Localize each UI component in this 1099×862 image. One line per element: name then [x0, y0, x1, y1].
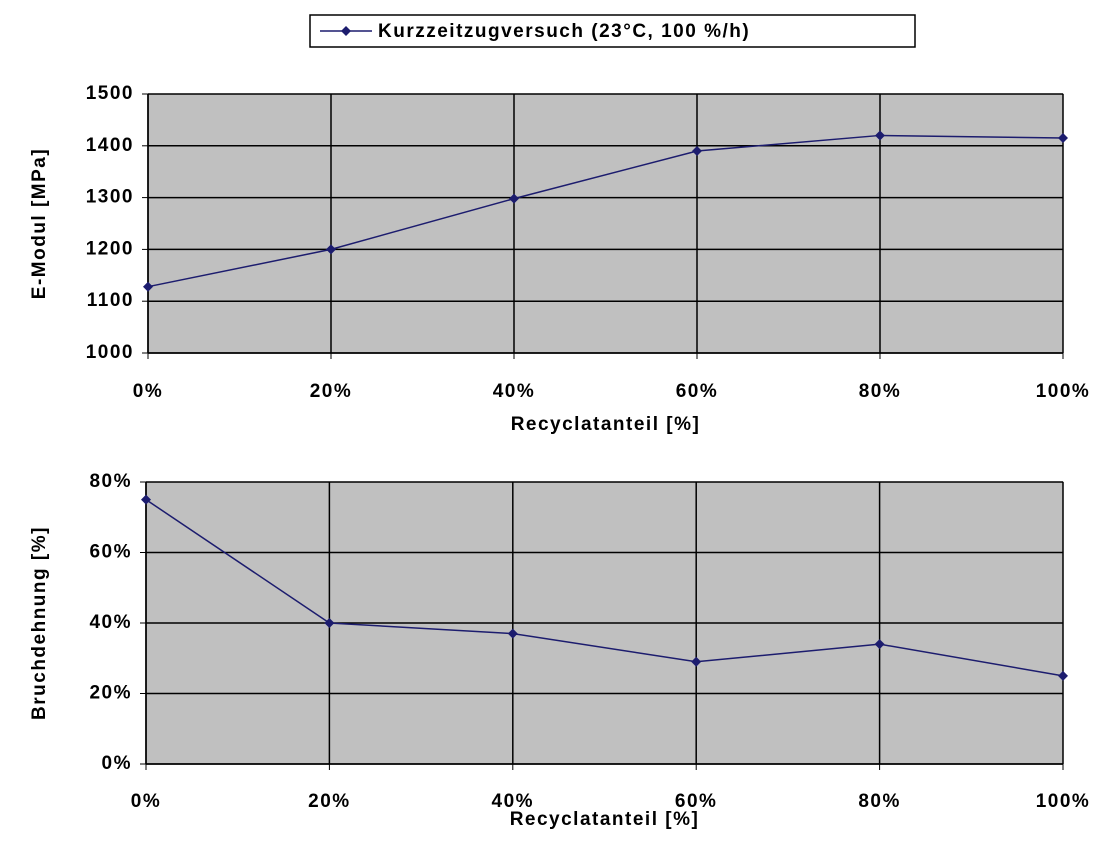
y-axis-label: Bruchdehnung [%]: [29, 526, 50, 720]
legend-marker: [341, 26, 351, 36]
x-tick-label: 100%: [1036, 381, 1091, 402]
x-tick-label: 100%: [1036, 791, 1091, 812]
x-axis-label: Recyclatanteil [%]: [510, 809, 700, 830]
series-line: [147, 134, 1064, 288]
x-tick-label: 60%: [675, 791, 718, 812]
y-tick-label: 80%: [89, 471, 132, 492]
y-tick-label: 1200: [86, 238, 134, 259]
x-tick-label: 40%: [493, 381, 536, 402]
x-tick-label: 0%: [133, 381, 163, 402]
y-tick-label: 1400: [86, 135, 134, 156]
marker: [692, 145, 702, 156]
y-tick-label: 1100: [87, 290, 134, 311]
marker: [143, 281, 153, 292]
x-tick-label: 20%: [310, 381, 353, 402]
y-tick-label: 60%: [89, 542, 132, 563]
x-tick-label: 20%: [308, 791, 351, 812]
legend-label: Kurzzeitzugversuch (23°C, 100 %/h): [378, 21, 750, 42]
marker: [324, 618, 335, 628]
x-tick-label: 60%: [676, 381, 719, 402]
y-tick-label: 20%: [89, 683, 132, 704]
y-tick-label: 40%: [89, 612, 132, 633]
marker: [691, 656, 702, 667]
plot-area: [147, 93, 1064, 354]
legend-box: [309, 14, 916, 48]
x-axis-label: Recyclatanteil [%]: [511, 414, 701, 435]
x-tick-label: 0%: [131, 791, 161, 812]
marker: [1058, 670, 1068, 681]
marker: [509, 193, 519, 204]
x-tick-label: 80%: [858, 791, 901, 812]
y-tick-label: 1000: [86, 342, 134, 363]
y-tick-label: 0%: [102, 753, 132, 774]
x-tick-label: 80%: [859, 381, 902, 402]
y-tick-label: 1500: [86, 83, 134, 104]
x-tick-label: 40%: [492, 791, 535, 812]
marker: [1058, 133, 1068, 144]
y-tick-label: 1300: [86, 187, 134, 208]
marker: [141, 494, 151, 505]
marker: [874, 639, 885, 650]
marker: [507, 628, 518, 639]
marker: [326, 244, 336, 255]
marker: [875, 130, 885, 141]
series-line: [145, 499, 1064, 677]
y-axis-label: E-Modul [MPa]: [29, 148, 50, 299]
